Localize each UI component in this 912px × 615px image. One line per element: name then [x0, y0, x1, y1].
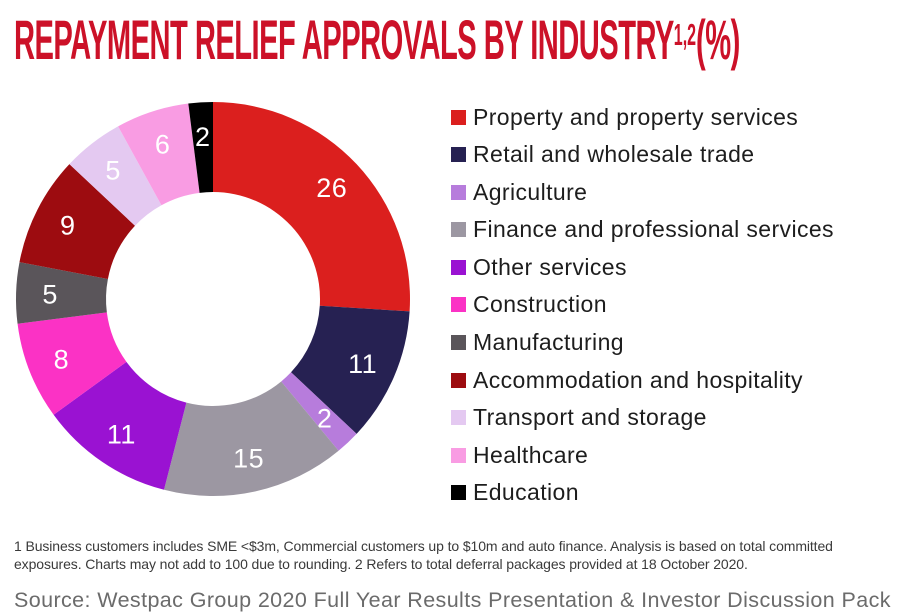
donut-segment-healthcare	[118, 103, 200, 206]
page-title-footnote-refs: 1,2	[673, 17, 697, 52]
legend-swatch-icon	[451, 410, 466, 426]
source-attribution: Source: Westpac Group 2020 Full Year Res…	[14, 587, 891, 612]
legend-swatch-icon	[451, 147, 466, 163]
legend-item-agriculture: Agriculture	[451, 179, 834, 205]
page-title-unit: (%)	[696, 8, 740, 71]
legend-item-accommodation-and-hospitality: Accommodation and hospitality	[451, 367, 834, 393]
donut-segment-education	[188, 102, 213, 193]
legend-label: Other services	[473, 253, 627, 280]
donut-segment-construction	[17, 312, 127, 415]
legend-item-transport-and-storage: Transport and storage	[451, 404, 834, 431]
donut-segment-retail-and-wholesale-trade	[291, 305, 410, 434]
legend-swatch-icon	[451, 485, 466, 501]
footnote-text: 1 Business customers includes SME <$3m, …	[14, 538, 833, 573]
legend-item-retail-and-wholesale-trade: Retail and wholesale trade	[451, 141, 834, 168]
legend-label: Healthcare	[473, 441, 589, 468]
legend-item-healthcare: Healthcare	[451, 442, 834, 468]
legend-label: Accommodation and hospitality	[473, 366, 803, 393]
legend-swatch-icon	[451, 259, 466, 275]
legend-label: Retail and wholesale trade	[473, 141, 755, 168]
donut-segment-value-education: 2	[195, 122, 211, 152]
donut-segment-value-retail-and-wholesale-trade: 11	[348, 349, 377, 379]
legend-item-education: Education	[451, 479, 834, 506]
donut-segment-value-agriculture: 2	[317, 403, 333, 433]
chart-legend: Property and property services Retail and…	[451, 104, 834, 518]
page-title-main: REPAYMENT RELIEF APPROVALS BY INDUSTRY	[14, 8, 674, 71]
donut-segment-other-services	[53, 361, 187, 490]
legend-swatch-icon	[451, 372, 466, 388]
legend-label: Construction	[473, 291, 607, 318]
donut-segment-value-construction: 8	[54, 344, 70, 374]
donut-segment-property-and-property-services	[213, 102, 410, 312]
donut-segment-value-accommodation-and-hospitality: 9	[60, 210, 76, 240]
legend-label: Education	[473, 479, 579, 506]
donut-segment-agriculture	[281, 372, 357, 451]
legend-label: Agriculture	[473, 178, 588, 205]
legend-swatch-icon	[451, 447, 466, 463]
donut-segment-value-other-services: 11	[107, 419, 136, 449]
legend-item-other-services: Other services	[451, 254, 834, 280]
legend-label: Manufacturing	[473, 329, 624, 356]
legend-label: Transport and storage	[473, 404, 707, 431]
donut-segment-manufacturing	[15, 262, 108, 324]
legend-swatch-icon	[451, 184, 466, 200]
page-title: REPAYMENT RELIEF APPROVALS BY INDUSTRY1,…	[14, 12, 740, 68]
donut-segment-value-finance-and-professional-services: 15	[233, 444, 264, 474]
legend-swatch-icon	[451, 335, 466, 351]
donut-segment-value-transport-and-storage: 5	[105, 156, 121, 186]
legend-swatch-icon	[451, 222, 466, 238]
legend-item-construction: Construction	[451, 291, 834, 318]
donut-segment-accommodation-and-hospitality	[19, 164, 136, 279]
legend-swatch-icon	[451, 109, 466, 125]
legend-label: Finance and professional services	[473, 216, 834, 243]
donut-segment-finance-and-professional-services	[164, 381, 339, 496]
donut-segment-value-manufacturing: 5	[42, 279, 58, 309]
legend-item-property-and-property-services: Property and property services	[451, 104, 834, 130]
donut-segment-value-property-and-property-services: 26	[316, 173, 347, 203]
donut-segment-value-healthcare: 6	[155, 129, 171, 159]
legend-item-finance-and-professional-services: Finance and professional services	[451, 216, 834, 243]
donut-segment-transport-and-storage	[69, 126, 162, 226]
legend-swatch-icon	[451, 297, 466, 313]
legend-label: Property and property services	[473, 103, 799, 130]
legend-item-manufacturing: Manufacturing	[451, 329, 834, 356]
